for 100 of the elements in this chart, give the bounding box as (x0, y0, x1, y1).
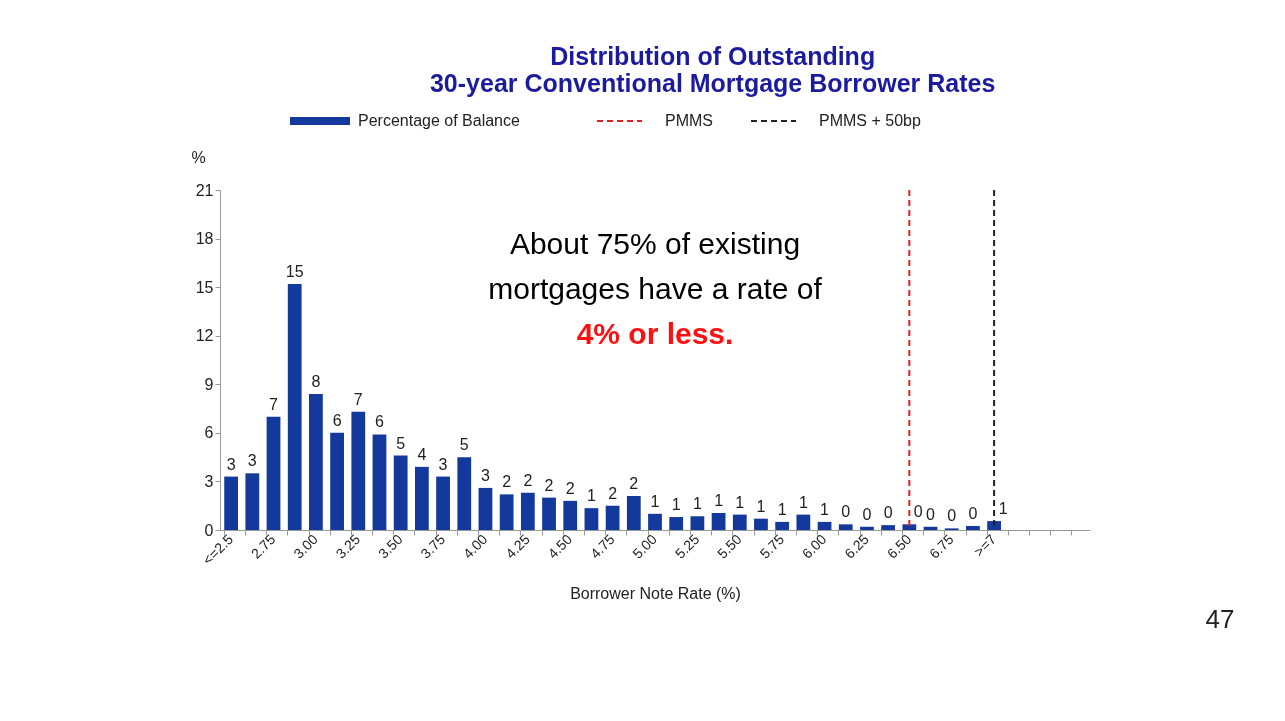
bar (626, 496, 641, 530)
data-label: 4 (417, 445, 427, 463)
data-label: 1 (714, 492, 724, 509)
x-tick-label: >=7 (970, 530, 1000, 560)
data-label: 6 (332, 411, 342, 429)
data-label: 7 (269, 395, 279, 413)
bar (648, 513, 662, 530)
data-label: 1 (820, 500, 830, 518)
bar (817, 521, 832, 530)
data-label: 2 (608, 484, 618, 502)
data-label: 2 (523, 471, 533, 489)
data-label: 8 (311, 373, 321, 390)
x-tick-label: 5.00 (629, 530, 661, 562)
x-axis-title: Borrower Note Rate (%) (570, 584, 741, 602)
data-label: 1 (756, 497, 766, 515)
data-label: 1 (798, 493, 808, 511)
bar (266, 416, 281, 530)
data-label: 1 (586, 487, 596, 505)
y-tick-label: 0 (204, 521, 214, 539)
y-tick-label: 18 (195, 230, 214, 248)
bar (605, 505, 620, 530)
data-label: 2 (565, 479, 575, 497)
data-label: 2 (544, 476, 554, 494)
text: 47 (1205, 604, 1235, 634)
bar (860, 526, 874, 530)
bar (457, 457, 472, 530)
data-label: 2 (502, 473, 512, 491)
data-label: 0 (926, 505, 936, 523)
bar (520, 492, 535, 530)
bar (436, 476, 450, 530)
legend-label: PMMS + 50bp (819, 112, 921, 129)
data-label: 1 (671, 496, 681, 514)
legend-label: PMMS (665, 112, 713, 129)
data-label: 1 (650, 492, 660, 510)
bar (351, 411, 366, 530)
y-tick-label: 15 (195, 278, 214, 296)
data-label: 1 (692, 495, 702, 513)
bar (563, 500, 578, 530)
bar (393, 455, 408, 530)
bar (330, 432, 344, 530)
data-label: 1 (998, 500, 1008, 518)
data-label: 5 (459, 436, 469, 454)
bar (775, 521, 790, 530)
data-label: 3 (438, 455, 448, 473)
annotation: mortgages have a rate of (488, 272, 823, 305)
y-axis-title: % (191, 148, 206, 166)
bar (732, 514, 747, 530)
bar (796, 514, 811, 530)
bar (309, 394, 323, 530)
bar (669, 517, 684, 530)
bar (881, 525, 896, 530)
bar (542, 497, 556, 530)
bar (584, 508, 599, 530)
bar (478, 487, 493, 530)
annotation: 4% or less. (576, 317, 734, 350)
data-label: 1 (777, 500, 787, 518)
bar (372, 434, 387, 530)
bar (224, 476, 239, 530)
x-tick-label: 6.00 (798, 530, 830, 562)
bar (245, 473, 260, 530)
data-label: 1 (735, 493, 745, 511)
bar (499, 494, 514, 530)
y-tick-label: 6 (204, 424, 214, 442)
data-label: 2 (629, 475, 639, 492)
data-label: 0 (913, 503, 923, 521)
x-tick-label: 3.00 (290, 530, 321, 562)
data-label: 5 (396, 434, 406, 452)
data-label: 0 (883, 504, 893, 522)
text: Distribution of Outstanding (550, 42, 876, 70)
x-tick-label: 3.50 (375, 530, 406, 562)
x-tick-label: 4.00 (459, 530, 491, 562)
annotation: About 75% of existing (509, 227, 801, 260)
data-label: 3 (226, 455, 236, 473)
bar (966, 525, 980, 530)
bar (902, 524, 917, 530)
data-label: 15 (285, 262, 304, 280)
text: 30-year Conventional Mortgage Borrower Rates (429, 69, 996, 97)
bar (987, 521, 1001, 530)
bar (287, 283, 302, 530)
data-label: 0 (947, 507, 957, 525)
bar (711, 513, 726, 530)
bar (838, 524, 853, 530)
bar (690, 516, 705, 530)
y-tick-label: 9 (204, 375, 214, 393)
data-label: 6 (375, 413, 385, 431)
data-label: 0 (862, 505, 872, 523)
y-tick-label: 3 (204, 472, 214, 490)
bar (754, 518, 768, 530)
data-label: 0 (968, 504, 978, 522)
x-tick-label: 6.50 (883, 530, 915, 562)
y-tick-label: 21 (195, 181, 214, 199)
bar (414, 466, 429, 530)
x-tick-label: 4.50 (544, 530, 576, 562)
data-label: 7 (353, 390, 363, 408)
data-label: 0 (841, 503, 851, 521)
legend-label: Percentage of Balance (358, 112, 520, 129)
x-tick-label: 5.50 (714, 530, 745, 562)
data-label: 3 (247, 452, 257, 470)
data-label: 3 (481, 466, 490, 484)
y-tick-label: 12 (195, 327, 214, 345)
